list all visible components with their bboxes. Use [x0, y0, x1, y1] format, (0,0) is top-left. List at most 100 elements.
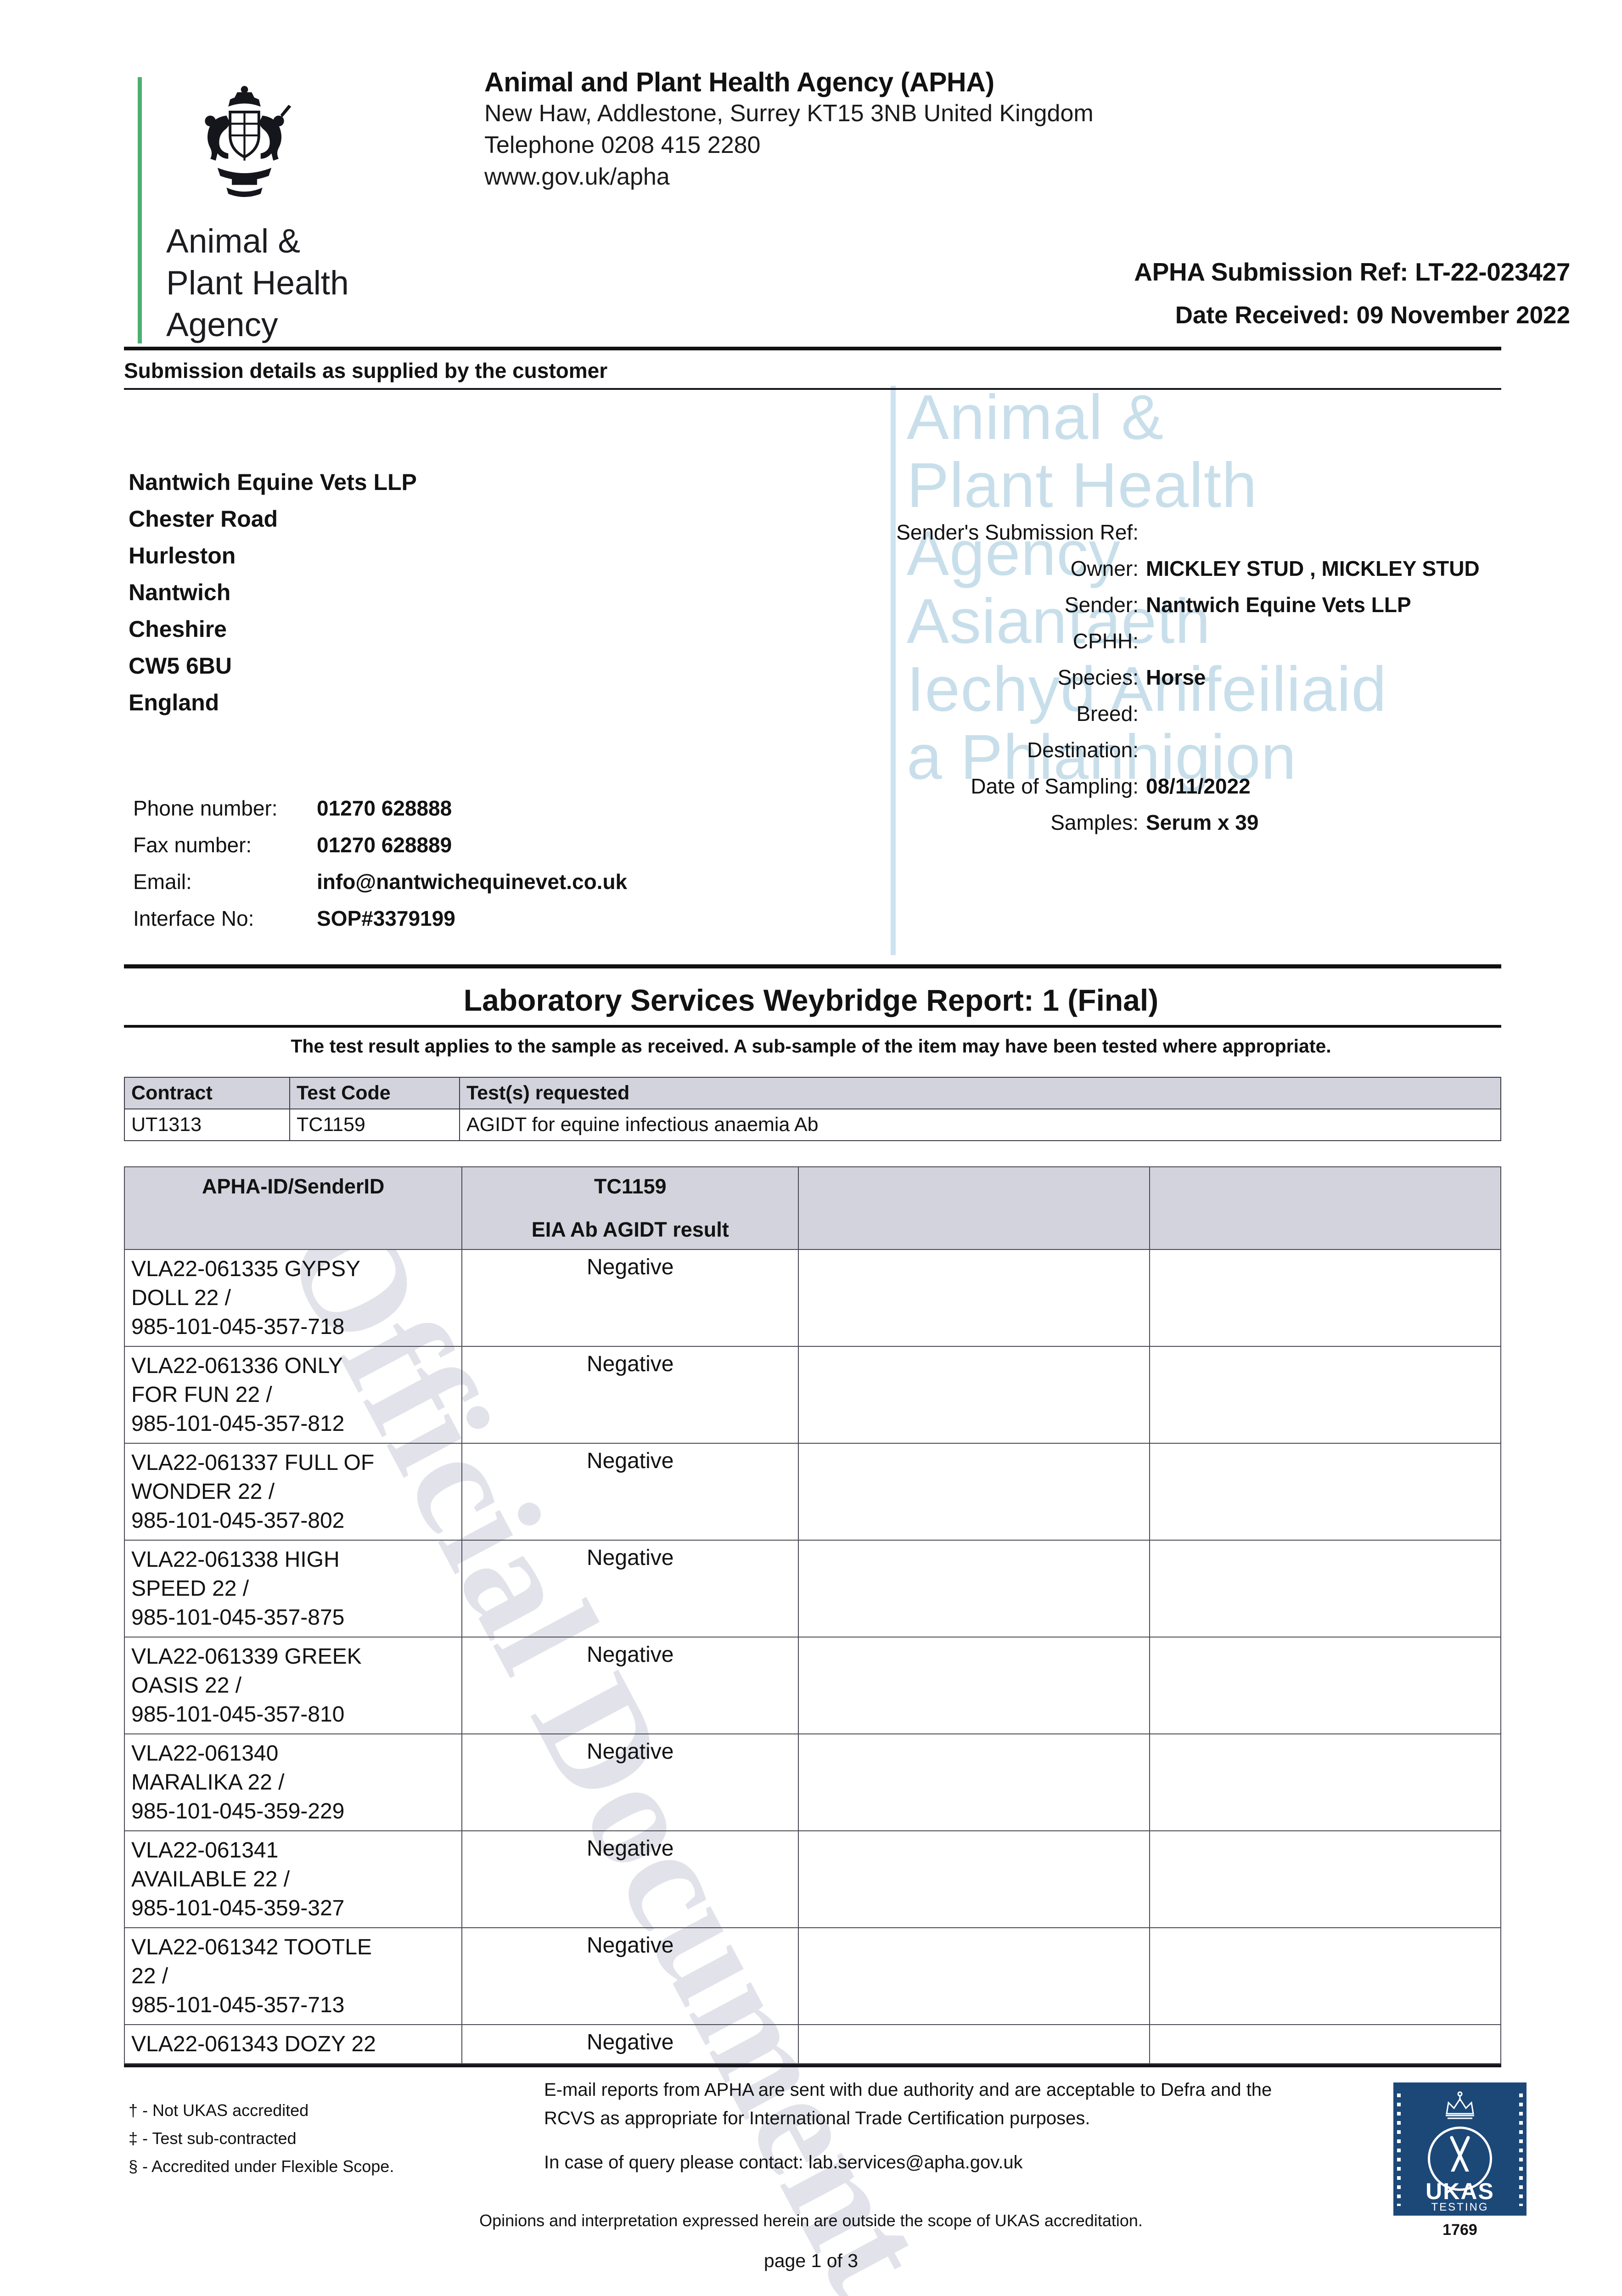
cell-sample-id: VLA22-061341 AVAILABLE 22 / 985-101-045-… [123, 1830, 463, 1928]
detail-label: Destination: [1027, 738, 1139, 762]
col-contract: Contract [124, 1077, 290, 1109]
cell-empty-4 [1149, 1443, 1501, 1541]
col-empty-3 [798, 1166, 1151, 1250]
ukas-tick-right [1519, 2093, 1523, 2206]
page-number: page 1 of 3 [763, 2250, 859, 2271]
contact-value[interactable]: info@nantwichequinevet.co.uk [317, 870, 628, 894]
contact-label: Fax number: [133, 833, 252, 857]
cell-sample-id: VLA22-061339 GREEK OASIS 22 / 985-101-04… [123, 1637, 463, 1734]
apha-submission-ref: APHA Submission Ref: LT-22-023427 [1134, 258, 1570, 286]
cell-empty-4 [1149, 1249, 1501, 1347]
contact-label: Email: [133, 870, 192, 894]
crown-icon [1446, 2091, 1474, 2119]
footer-notice-block: E-mail reports from APHA are sent with d… [544, 2076, 1325, 2192]
cell-empty-3 [798, 1346, 1151, 1444]
detail-label: Date of Sampling: [971, 774, 1139, 798]
cell-empty-4 [1149, 2024, 1501, 2064]
cell-sample-id: VLA22-061340 MARALIKA 22 / 985-101-045-3… [123, 1733, 463, 1831]
cell-result: Negative [461, 1346, 799, 1444]
detail-row: Sender: Nantwich Equine Vets LLP [808, 587, 1588, 623]
cell-result: Negative [461, 1443, 799, 1541]
cell-empty-4 [1149, 1540, 1501, 1638]
cell-empty-3 [798, 1830, 1151, 1928]
agency-name: Animal and Plant Health Agency (APHA) [484, 67, 994, 97]
detail-label: Sender's Submission Ref: [896, 520, 1139, 544]
col-test-code-label: TC1159 [594, 1175, 667, 1198]
detail-row: Owner: MICKLEY STUD , MICKLEY STUD [808, 551, 1588, 587]
ukas-logo: UKAS TESTING 1769 [1393, 2082, 1527, 2239]
agency-telephone: Telephone 0208 415 2280 [484, 132, 761, 158]
cell-empty-3 [798, 1443, 1151, 1541]
contact-value: SOP#3379199 [317, 906, 455, 930]
detail-label: Sender: [1064, 593, 1139, 617]
cell-sample-id: VLA22-061342 TOOTLE 22 / 985-101-045-357… [123, 1927, 463, 2025]
cell-empty-3 [798, 1249, 1151, 1347]
detail-row: Destination: [808, 732, 1588, 768]
cell-empty-3 [798, 1637, 1151, 1734]
table-row: VLA22-061335 GYPSY DOLL 22 / 985-101-045… [123, 1249, 1501, 1347]
cell-empty-4 [1149, 1927, 1501, 2025]
contact-row: Interface No: SOP#3379199 [133, 900, 739, 937]
detail-row: CPHH: [808, 623, 1588, 659]
cell-empty-3 [798, 2024, 1151, 2064]
detail-label: Owner: [1070, 557, 1139, 580]
detail-label: Breed: [1076, 702, 1139, 726]
cell-result: Negative [461, 1733, 799, 1831]
contract-table: Contract Test Code Test(s) requested UT1… [124, 1077, 1501, 1141]
detail-row: Date of Sampling: 08/11/2022 [808, 768, 1588, 805]
table-row: VLA22-061338 HIGH SPEED 22 / 985-101-045… [123, 1540, 1501, 1638]
cell-test-code: TC1159 [289, 1109, 460, 1141]
detail-value: Horse [1146, 665, 1206, 689]
cell-empty-3 [798, 1927, 1151, 2025]
ukas-cross-icon [1450, 2136, 1470, 2172]
opinions-note: Opinions and interpretation expressed he… [479, 2211, 1143, 2230]
detail-row: Sender's Submission Ref: [808, 514, 1588, 551]
royal-crest-icon [205, 86, 292, 197]
customer-contacts: Phone number: 01270 628888 Fax number: 0… [133, 790, 739, 937]
report-bottom-rule [124, 1025, 1501, 1028]
detail-value: 08/11/2022 [1146, 774, 1251, 798]
contact-value: 01270 628889 [317, 833, 452, 857]
cell-contract: UT1313 [124, 1109, 290, 1141]
col-test-result: TC1159 EIA Ab AGIDT result [461, 1166, 799, 1250]
apha-logo-text: Animal & Plant Health Agency [166, 223, 349, 343]
submission-ref-block: APHA Submission Ref: LT-22-023427 Date R… [914, 257, 1570, 329]
accreditation-notes: † - Not UKAS accredited ‡ - Test sub-con… [129, 2101, 394, 2176]
cell-empty-3 [798, 1733, 1151, 1831]
email-authority-note: E-mail reports from APHA are sent with d… [544, 2080, 1272, 2128]
detail-row: Samples: Serum x 39 [808, 805, 1588, 841]
cell-result: Negative [461, 1927, 799, 2025]
detail-value: MICKLEY STUD , MICKLEY STUD [1146, 557, 1480, 580]
agency-address-block: Animal and Plant Health Agency (APHA) Ne… [484, 67, 1094, 193]
cell-sample-id: VLA22-061336 ONLY FOR FUN 22 / 985-101-0… [123, 1346, 463, 1444]
table-row: VLA22-061337 FULL OF WONDER 22 / 985-101… [123, 1443, 1501, 1541]
detail-value: Nantwich Equine Vets LLP [1146, 593, 1411, 617]
agency-address: New Haw, Addlestone, Surrey KT15 3NB Uni… [484, 100, 1094, 127]
report-disclaimer: The test result applies to the sample as… [291, 1035, 1331, 1057]
report-title: Laboratory Services Weybridge Report: 1 … [463, 983, 1159, 1017]
contact-row: Email: info@nantwichequinevet.co.uk [133, 863, 739, 900]
contact-value: 01270 628888 [317, 796, 452, 820]
ukas-accreditation-number: 1769 [1442, 2221, 1477, 2239]
table-row: UT1313 TC1159 AGIDT for equine infectiou… [124, 1109, 1501, 1141]
contact-row: Phone number: 01270 628888 [133, 790, 739, 827]
ukas-tick-left [1397, 2093, 1401, 2206]
cell-sample-id: VLA22-061338 HIGH SPEED 22 / 985-101-045… [123, 1540, 463, 1638]
submission-details-list: Sender's Submission Ref: Owner: MICKLEY … [808, 514, 1588, 841]
agency-website[interactable]: www.gov.uk/apha [484, 163, 670, 190]
cell-tests-requested: AGIDT for equine infectious anaemia Ab [459, 1109, 1501, 1141]
detail-label: CPHH: [1072, 629, 1139, 653]
logo-green-bar [138, 77, 142, 343]
table-row: VLA22-061340 MARALIKA 22 / 985-101-045-3… [123, 1733, 1501, 1831]
customer-address: Nantwich Equine Vets LLP Chester Road Hu… [129, 469, 417, 715]
section-underline-rule [124, 388, 1501, 390]
detail-label: Samples: [1050, 810, 1139, 834]
query-contact-note[interactable]: In case of query please contact: lab.ser… [544, 2152, 1023, 2172]
cell-empty-3 [798, 1540, 1151, 1638]
cell-result: Negative [461, 1249, 799, 1347]
cell-sample-id: VLA22-061343 DOZY 22 [123, 2024, 463, 2064]
contact-label: Interface No: [133, 906, 254, 930]
detail-row: Breed: [808, 696, 1588, 732]
contact-row: Fax number: 01270 628889 [133, 827, 739, 863]
col-apha-id: APHA-ID/SenderID [123, 1166, 463, 1250]
